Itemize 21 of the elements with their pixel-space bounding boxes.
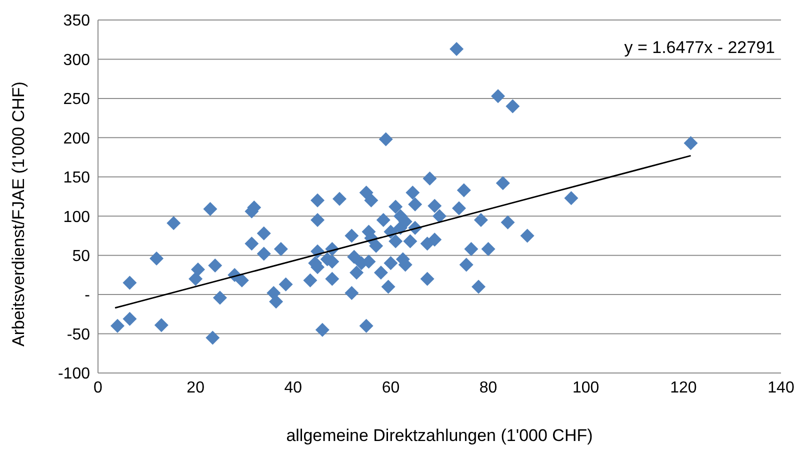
x-tick-label: 40 bbox=[284, 379, 302, 396]
y-tick-label: -50 bbox=[66, 326, 90, 344]
x-tick-label: 120 bbox=[670, 379, 697, 396]
y-tick-label: 150 bbox=[63, 170, 90, 187]
x-tick-label: 60 bbox=[382, 379, 400, 396]
x-tick-label: 20 bbox=[186, 379, 205, 396]
y-axis-title: Arbeitsverdienst/FJAE (1'000 CHF) bbox=[9, 82, 28, 346]
x-tick-label: 0 bbox=[94, 379, 103, 396]
x-tick-label: 80 bbox=[479, 379, 498, 396]
y-tick-label: 50 bbox=[72, 248, 90, 266]
x-axis-title: allgemeine Direktzahlungen (1'000 CHF) bbox=[286, 426, 593, 445]
x-tick-label: 100 bbox=[572, 379, 600, 396]
y-tick-label: 250 bbox=[63, 91, 90, 108]
x-tick-label: 140 bbox=[768, 379, 794, 396]
y-tick-label: 200 bbox=[63, 130, 90, 148]
annotation: y = 1.6477x - 22791 bbox=[624, 38, 775, 58]
y-tick-label: 300 bbox=[63, 52, 90, 69]
y-tick-label: 100 bbox=[63, 208, 90, 226]
y-tick-label: 350 bbox=[63, 12, 90, 30]
y-tick-label: - bbox=[84, 287, 90, 304]
y-tick-label: -100 bbox=[58, 366, 90, 383]
